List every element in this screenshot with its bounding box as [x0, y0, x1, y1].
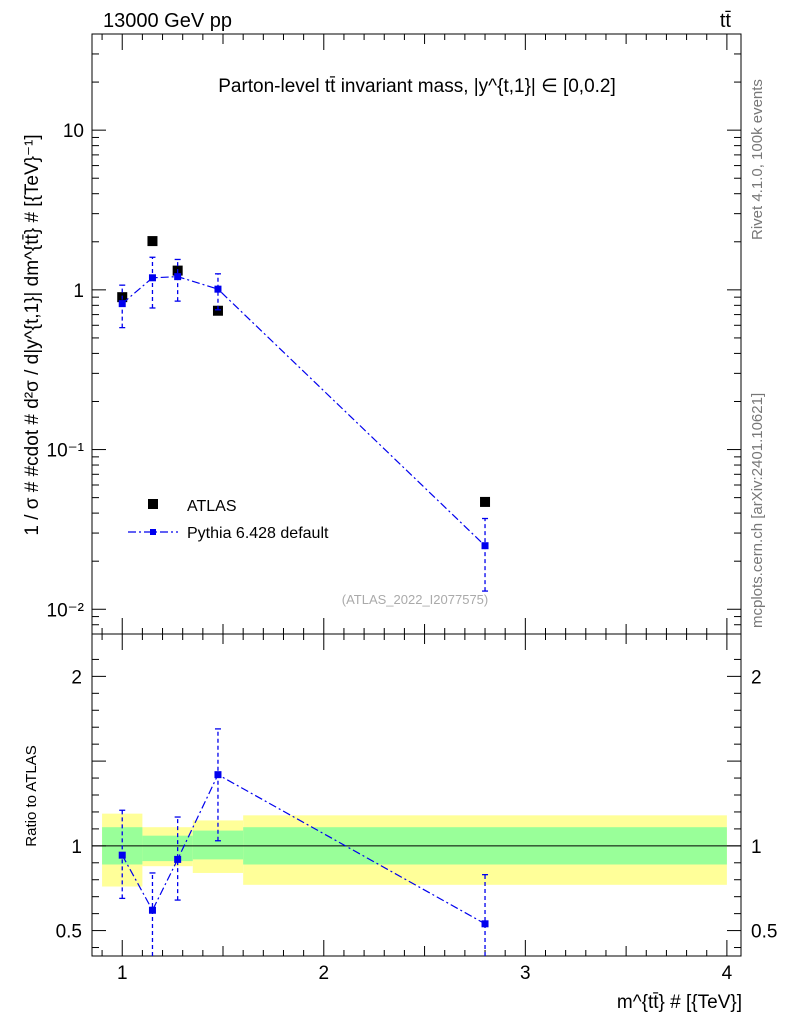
x-tick-label: 1: [117, 963, 128, 984]
main-y-tick-label: 10: [63, 121, 84, 142]
x-tick-label: 4: [722, 963, 733, 984]
legend: ATLAS Pythia 6.428 default: [128, 498, 329, 542]
ratio-y-tick-label-right: 0.5: [751, 922, 777, 943]
legend-atlas-marker: [148, 499, 158, 509]
ratio-y-axis-label: Ratio to ATLAS: [23, 745, 40, 846]
ratio-data-point: [118, 851, 126, 859]
ratio-y-tick-label-right: 1: [751, 837, 762, 858]
x-tick-label: 3: [520, 963, 531, 984]
pythia-data-point: [174, 273, 182, 281]
pythia-data-point: [148, 274, 156, 282]
ratio-data-point: [148, 906, 156, 914]
header-right-label: tt̄: [720, 10, 732, 32]
ratio-data-point: [214, 771, 222, 779]
legend-pythia-marker: [150, 529, 156, 535]
main-panel: Parton-level tt̄ invariant mass, |y^{t,1…: [22, 33, 742, 635]
ratio-uncertainty-band-inner: [192, 830, 244, 860]
x-axis-label: m^{tt̄} # [{TeV}]: [617, 992, 742, 1013]
main-plot-frame: [91, 33, 742, 635]
main-y-tick-label: 10⁻²: [47, 600, 85, 621]
atlas-data-point: [212, 305, 223, 316]
ratio-y-tick-label: 0.5: [56, 922, 82, 943]
ratio-y-tick-label: 2: [71, 667, 82, 688]
legend-atlas-label: ATLAS: [187, 498, 237, 515]
rivet-version-label: Rivet 4.1.0, 100k events: [749, 79, 766, 240]
ratio-data-point: [481, 920, 489, 928]
ratio-y-tick-label-right: 2: [751, 667, 762, 688]
x-tick-label: 2: [318, 963, 329, 984]
main-title: Parton-level tt̄ invariant mass, |y^{t,1…: [218, 76, 616, 97]
ratio-panel: 2 2 1 1 0.5 0.5 1 2 3 4 Ratio to ATLAS m^{tt̄} # …: [23, 633, 777, 1013]
legend-pythia-label: Pythia 6.428 default: [187, 525, 329, 542]
main-y-tick-label: 10⁻¹: [47, 441, 85, 462]
mcplots-label: mcplots.cern.ch [arXiv:2401.10621]: [749, 393, 766, 628]
ratio-y-tick-label: 1: [71, 837, 82, 858]
ratio-plot-frame: [91, 633, 742, 957]
main-y-axis-label: 1 / σ # #cdot # d²σ / d|y^{t,1}| dm^{tt̄…: [22, 134, 43, 535]
atlas-data-point: [147, 236, 158, 247]
ratio-uncertainty-band-inner: [142, 835, 193, 862]
pythia-series-line: [121, 276, 486, 547]
ratio-data-point: [174, 855, 182, 863]
header-left-label: 13000 GeV pp: [103, 10, 232, 32]
pythia-data-point: [481, 542, 489, 550]
analysis-watermark: (ATLAS_2022_I2077575): [342, 592, 488, 607]
pythia-data-point: [118, 300, 126, 308]
atlas-data-point: [480, 496, 491, 507]
main-y-tick-label: 1: [73, 281, 84, 302]
pythia-data-point: [214, 285, 222, 293]
